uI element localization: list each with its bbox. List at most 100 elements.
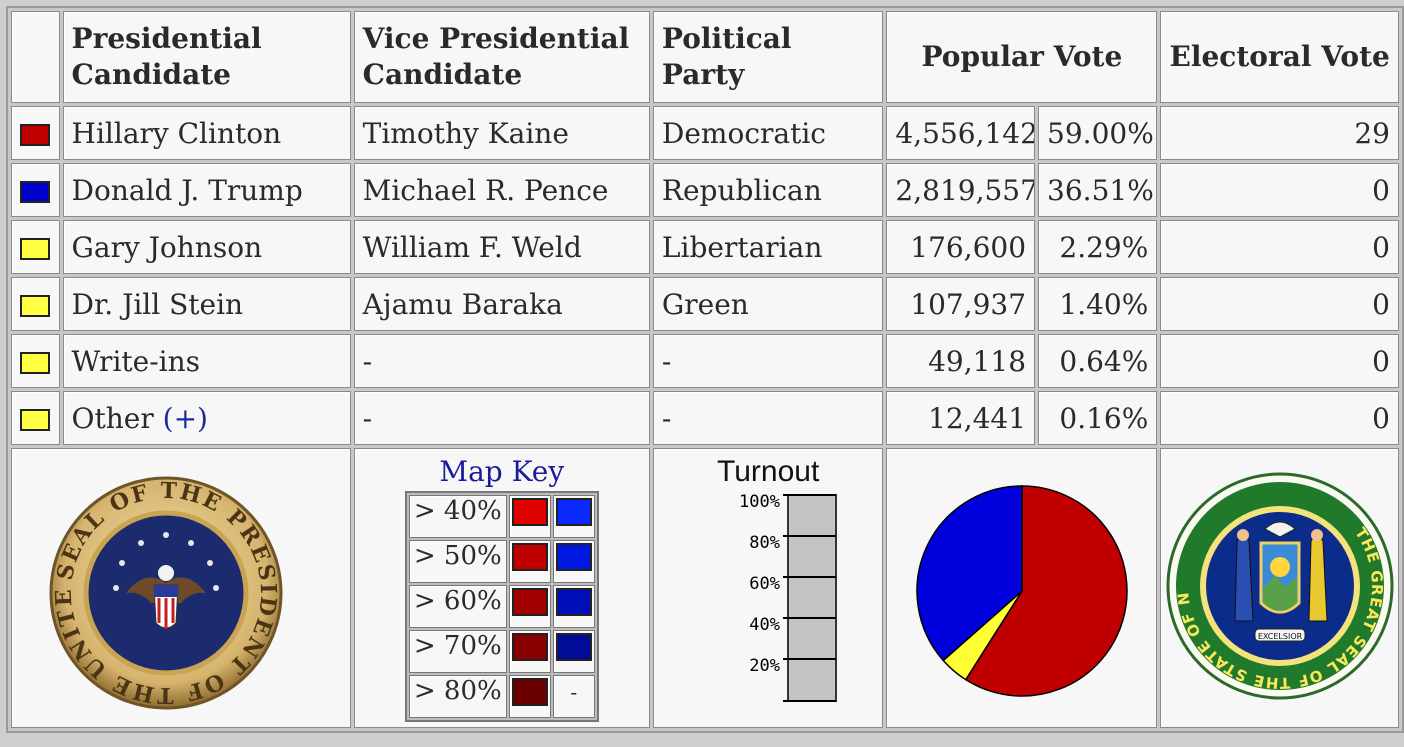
- map-key-dem-cell: [508, 495, 551, 538]
- vice-presidential-candidate: -: [353, 391, 650, 445]
- map-key-threshold: > 50%: [408, 540, 507, 583]
- pie-chart-cell: [886, 448, 1158, 728]
- vice-presidential-candidate: Michael R. Pence: [353, 163, 650, 217]
- map-key-dem-swatch: [511, 633, 548, 661]
- map-key-dem-swatch: [511, 588, 548, 616]
- map-key-rep-swatch: [555, 633, 592, 661]
- map-key-rep-empty: -: [570, 680, 578, 704]
- party-color-swatch: [20, 295, 51, 317]
- popular-vote-count: 107,937: [886, 277, 1036, 331]
- map-key-dem-cell: [508, 630, 551, 673]
- presidential-candidate: Other (+): [62, 391, 351, 445]
- new-york-state-seal-icon: THE GREAT SEAL OF THE STATE OF NEW YORK …: [1161, 457, 1394, 700]
- table-row: Dr. Jill Stein Ajamu Baraka Green 107,93…: [11, 277, 1399, 331]
- presidential-candidate: Write-ins: [62, 334, 351, 388]
- header-presidential: Presidential Candidate: [62, 11, 351, 103]
- popular-vote-percent: 36.51%: [1038, 163, 1158, 217]
- map-key-title: Map Key: [439, 455, 565, 488]
- popular-vote-percent: 0.64%: [1038, 334, 1158, 388]
- header-electoral-vote: Electoral Vote: [1160, 11, 1399, 103]
- turnout-tick: 100%: [739, 492, 780, 512]
- map-key-rep-cell: [552, 630, 595, 673]
- turnout-bar: [787, 494, 838, 702]
- popular-vote-count: 49,118: [886, 334, 1036, 388]
- popular-vote-count: 2,819,557: [886, 163, 1036, 217]
- state-motto: EXCELSIOR: [1258, 632, 1303, 641]
- map-key-threshold: > 40%: [408, 495, 507, 538]
- vice-presidential-candidate: Timothy Kaine: [353, 106, 650, 160]
- turnout-title: Turnout: [717, 455, 820, 488]
- party-color-cell: [11, 163, 60, 217]
- presidential-candidate: Dr. Jill Stein: [62, 277, 351, 331]
- header-row: Presidential Candidate Vice Presidential…: [11, 11, 1399, 103]
- map-key-rep-swatch: [555, 543, 592, 571]
- turnout-tick: 60%: [749, 574, 780, 594]
- popular-vote-percent: 0.16%: [1038, 391, 1158, 445]
- popular-vote-count: 176,600: [886, 220, 1036, 274]
- popular-vote-percent: 1.40%: [1038, 277, 1158, 331]
- map-key-dem-swatch: [511, 543, 548, 571]
- map-key-rep-cell: [552, 495, 595, 538]
- vice-presidential-candidate: -: [353, 334, 650, 388]
- political-party: -: [652, 334, 884, 388]
- presidential-candidate: Hillary Clinton: [62, 106, 351, 160]
- state-seal-cell: THE GREAT SEAL OF THE STATE OF NEW YORK …: [1160, 448, 1399, 728]
- map-key-table: > 40% > 50% > 60% > 70%: [404, 491, 599, 722]
- map-key-row: > 40%: [408, 495, 595, 538]
- vice-presidential-candidate: William F. Weld: [353, 220, 650, 274]
- party-color-cell: [11, 220, 60, 274]
- presidential-seal-cell: SEAL OF THE PRESIDENT OF THE UNITED STAT…: [11, 448, 351, 728]
- party-color-swatch: [20, 181, 51, 203]
- table-row: Write-ins - - 49,118 0.64% 0: [11, 334, 1399, 388]
- header-swatch: [11, 11, 60, 103]
- popular-vote-percent: 59.00%: [1038, 106, 1158, 160]
- popular-vote-count: 4,556,142: [886, 106, 1036, 160]
- map-key-row: > 80% -: [408, 675, 595, 718]
- electoral-vote: 0: [1160, 391, 1399, 445]
- party-color-cell: [11, 106, 60, 160]
- map-key-rep-cell: [552, 585, 595, 628]
- header-party: Political Party: [652, 11, 884, 103]
- electoral-vote: 0: [1160, 277, 1399, 331]
- popular-vote-count: 12,441: [886, 391, 1036, 445]
- presidential-candidate: Gary Johnson: [62, 220, 351, 274]
- map-key-dem-swatch: [511, 498, 548, 526]
- turnout-tick: 20%: [749, 656, 780, 676]
- vice-presidential-candidate: Ajamu Baraka: [353, 277, 650, 331]
- results-table: Presidential Candidate Vice Presidential…: [6, 6, 1404, 733]
- electoral-vote: 29: [1160, 106, 1399, 160]
- map-key-dem-swatch: [511, 678, 548, 706]
- party-color-swatch: [20, 352, 51, 374]
- political-party: Democratic: [652, 106, 884, 160]
- turnout-tick: 80%: [749, 533, 780, 553]
- expand-others-link[interactable]: (+): [162, 401, 208, 435]
- turnout-gauge: 100% 80% 60% 40% 20%: [739, 492, 838, 702]
- map-key-threshold: > 80%: [408, 675, 507, 718]
- map-key-threshold: > 70%: [408, 630, 507, 673]
- map-key-dem-cell: [508, 585, 551, 628]
- header-vice-presidential: Vice Presidential Candidate: [353, 11, 650, 103]
- electoral-vote: 0: [1160, 163, 1399, 217]
- map-key-rep-cell: [552, 540, 595, 583]
- map-key-row: > 70%: [408, 630, 595, 673]
- map-key-threshold: > 60%: [408, 585, 507, 628]
- other-label: Other: [71, 401, 154, 435]
- presidential-candidate: Donald J. Trump: [62, 163, 351, 217]
- map-key-cell: Map Key > 40% > 50% > 60%: [353, 448, 650, 728]
- table-row: Gary Johnson William F. Weld Libertarian…: [11, 220, 1399, 274]
- political-party: Libertarian: [652, 220, 884, 274]
- map-key-row: > 50%: [408, 540, 595, 583]
- party-color-swatch: [20, 124, 51, 146]
- electoral-vote: 0: [1160, 334, 1399, 388]
- party-color-swatch: [20, 238, 51, 260]
- party-color-cell: [11, 277, 60, 331]
- header-popular-vote: Popular Vote: [886, 11, 1158, 103]
- popular-vote-percent: 2.29%: [1038, 220, 1158, 274]
- table-row: Hillary Clinton Timothy Kaine Democratic…: [11, 106, 1399, 160]
- map-key-dem-cell: [508, 675, 551, 718]
- map-key-row: > 60%: [408, 585, 595, 628]
- map-key-rep-swatch: [555, 498, 592, 526]
- turnout-tick: 40%: [749, 615, 780, 635]
- presidential-seal-icon: SEAL OF THE PRESIDENT OF THE UNITED STAT…: [35, 453, 283, 710]
- pie-slice-trump: [916, 485, 1023, 662]
